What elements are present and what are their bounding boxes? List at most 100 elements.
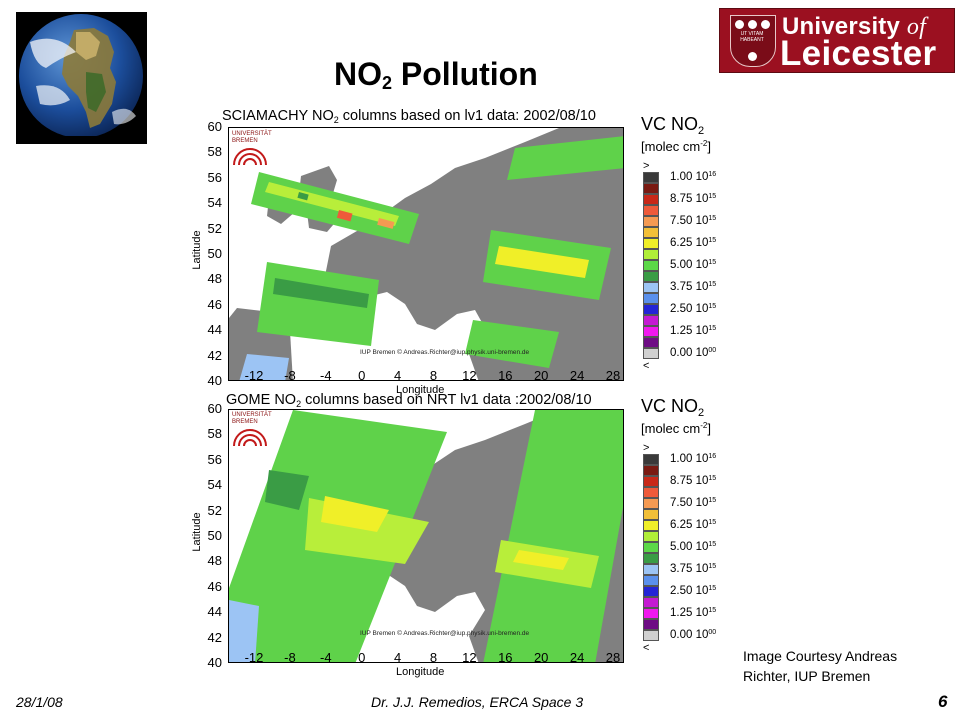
legend-label: 2.50 1015 (670, 585, 717, 597)
legend-swatch (643, 205, 659, 216)
y-tick-label: 60 (207, 119, 222, 134)
legend-label: 3.75 1015 (670, 281, 717, 293)
y-tick-label: 46 (207, 578, 222, 594)
x-tick-label: 20 (533, 650, 549, 665)
legend-top-symbol: > (643, 160, 650, 172)
university-crest-icon (730, 15, 776, 67)
y-tick-label: 42 (207, 629, 222, 645)
x-tick-label: -8 (284, 368, 296, 383)
legend-label: 8.75 1015 (670, 475, 717, 487)
legend-swatch (643, 216, 659, 227)
legend-label: 0.00 1000 (670, 629, 717, 641)
legend-swatch (643, 249, 659, 260)
footer-author: Dr. J.J. Remedios, ERCA Space 3 (371, 694, 584, 710)
map-title-sciamachy: SCIAMACHY NO2 columns based on lv1 data:… (222, 108, 596, 125)
logo-university-text: University of (782, 13, 926, 40)
legend-label: 0.00 1000 (670, 347, 717, 359)
legend-swatch (643, 293, 659, 304)
x-tick-label: 28 (605, 368, 621, 383)
legend-swatch (643, 315, 659, 326)
x-tick-label: 16 (498, 368, 513, 383)
bremen-logo: UNIVERSITÄT BREMEN (232, 412, 272, 451)
x-tick-label: -8 (284, 650, 296, 665)
footer-date: 28/1/08 (16, 694, 63, 710)
x-tick-label: -4 (320, 368, 332, 383)
y-tick-label: 58 (207, 144, 222, 160)
y-tick-label: 54 (207, 195, 222, 211)
legend-label: 8.75 1015 (670, 193, 717, 205)
legend-swatch (643, 575, 659, 586)
x-axis-ticks: -12 -8 -4 0 4 8 12 16 20 24 28 (228, 368, 628, 386)
legend-swatch (643, 498, 659, 509)
legend-swatch (643, 520, 659, 531)
bremen-logo-mark-icon (233, 429, 267, 447)
bremen-logo: UNIVERSITÄT BREMEN (232, 131, 272, 170)
legend-label: 5.00 1015 (670, 259, 717, 271)
legend-unit: [molec cm-2] (641, 139, 711, 154)
y-tick-label: 40 (207, 655, 222, 670)
page-number: 6 (938, 692, 948, 711)
x-tick-label: 4 (393, 368, 402, 383)
y-tick-label: 40 (207, 373, 222, 388)
legend-swatch (643, 597, 659, 608)
x-tick-label: 4 (393, 650, 402, 665)
legend-title: VC NO2 (641, 396, 705, 419)
legend-swatch (643, 630, 659, 641)
x-tick-label: -4 (320, 650, 332, 665)
x-tick-label: 0 (358, 650, 366, 665)
legend-swatch (643, 183, 659, 194)
x-tick-label: 24 (569, 368, 585, 383)
bremen-logo-mark-icon (233, 148, 267, 166)
legend-swatch (643, 619, 659, 630)
y-tick-label: 48 (207, 271, 222, 287)
legend-swatch (643, 348, 659, 359)
map-gome-plot (228, 409, 624, 663)
y-tick-label: 44 (207, 604, 222, 620)
y-axis-ticks: 60 58 56 54 52 50 48 46 44 42 40 (188, 119, 226, 388)
legend-label: 1.00 1016 (670, 453, 717, 465)
legend-swatch (643, 454, 659, 465)
legend-swatch (643, 608, 659, 619)
x-tick-label: 16 (498, 650, 513, 665)
legend-label: 2.50 1015 (670, 303, 717, 315)
map-credit: IUP Bremen © Andreas.Richter@iup.physik.… (360, 349, 530, 356)
logo-motto: UT VITAM HABEANT (740, 31, 764, 43)
x-tick-label: 28 (605, 650, 621, 665)
y-axis-label: Latitude (191, 230, 203, 270)
y-axis-ticks: 60 58 56 54 52 50 48 46 44 42 40 (188, 401, 226, 670)
university-logo: UT VITAM HABEANT University of Leicester (719, 8, 955, 73)
legend-swatch (643, 271, 659, 282)
y-tick-label: 48 (207, 553, 222, 569)
y-tick-label: 50 (207, 528, 222, 543)
y-tick-label: 52 (207, 220, 222, 236)
y-tick-label: 58 (207, 426, 222, 442)
legend-swatch (643, 282, 659, 293)
legend-label: 1.25 1015 (670, 607, 717, 619)
legend-label: 6.25 1015 (670, 237, 717, 249)
y-tick-label: 52 (207, 502, 222, 518)
legend-swatch (643, 586, 659, 597)
legend-swatch (643, 542, 659, 553)
legend-swatch (643, 260, 659, 271)
legend-swatch (643, 304, 659, 315)
legend-label: 3.75 1015 (670, 563, 717, 575)
x-axis-label: Longitude (396, 384, 445, 396)
x-tick-label: 0 (358, 368, 366, 383)
image-courtesy: Image Courtesy Andreas Richter, IUP Brem… (743, 648, 898, 684)
legend-swatch (643, 337, 659, 348)
map-sciamachy-plot (228, 127, 624, 381)
earth-globe-image (16, 12, 147, 144)
y-tick-label: 56 (207, 451, 222, 467)
x-tick-label: 8 (429, 650, 438, 665)
legend-swatch (643, 531, 659, 542)
x-tick-label: -12 (244, 368, 264, 383)
legend-swatch (643, 553, 659, 564)
x-tick-label: 24 (569, 650, 585, 665)
legend-swatch (643, 509, 659, 520)
legend-swatch (643, 172, 659, 183)
legend-label: 1.25 1015 (670, 325, 717, 337)
y-axis-label: Latitude (191, 512, 203, 552)
y-tick-label: 54 (207, 477, 222, 493)
legend-label: 6.25 1015 (670, 519, 717, 531)
x-tick-label: 20 (533, 368, 549, 383)
